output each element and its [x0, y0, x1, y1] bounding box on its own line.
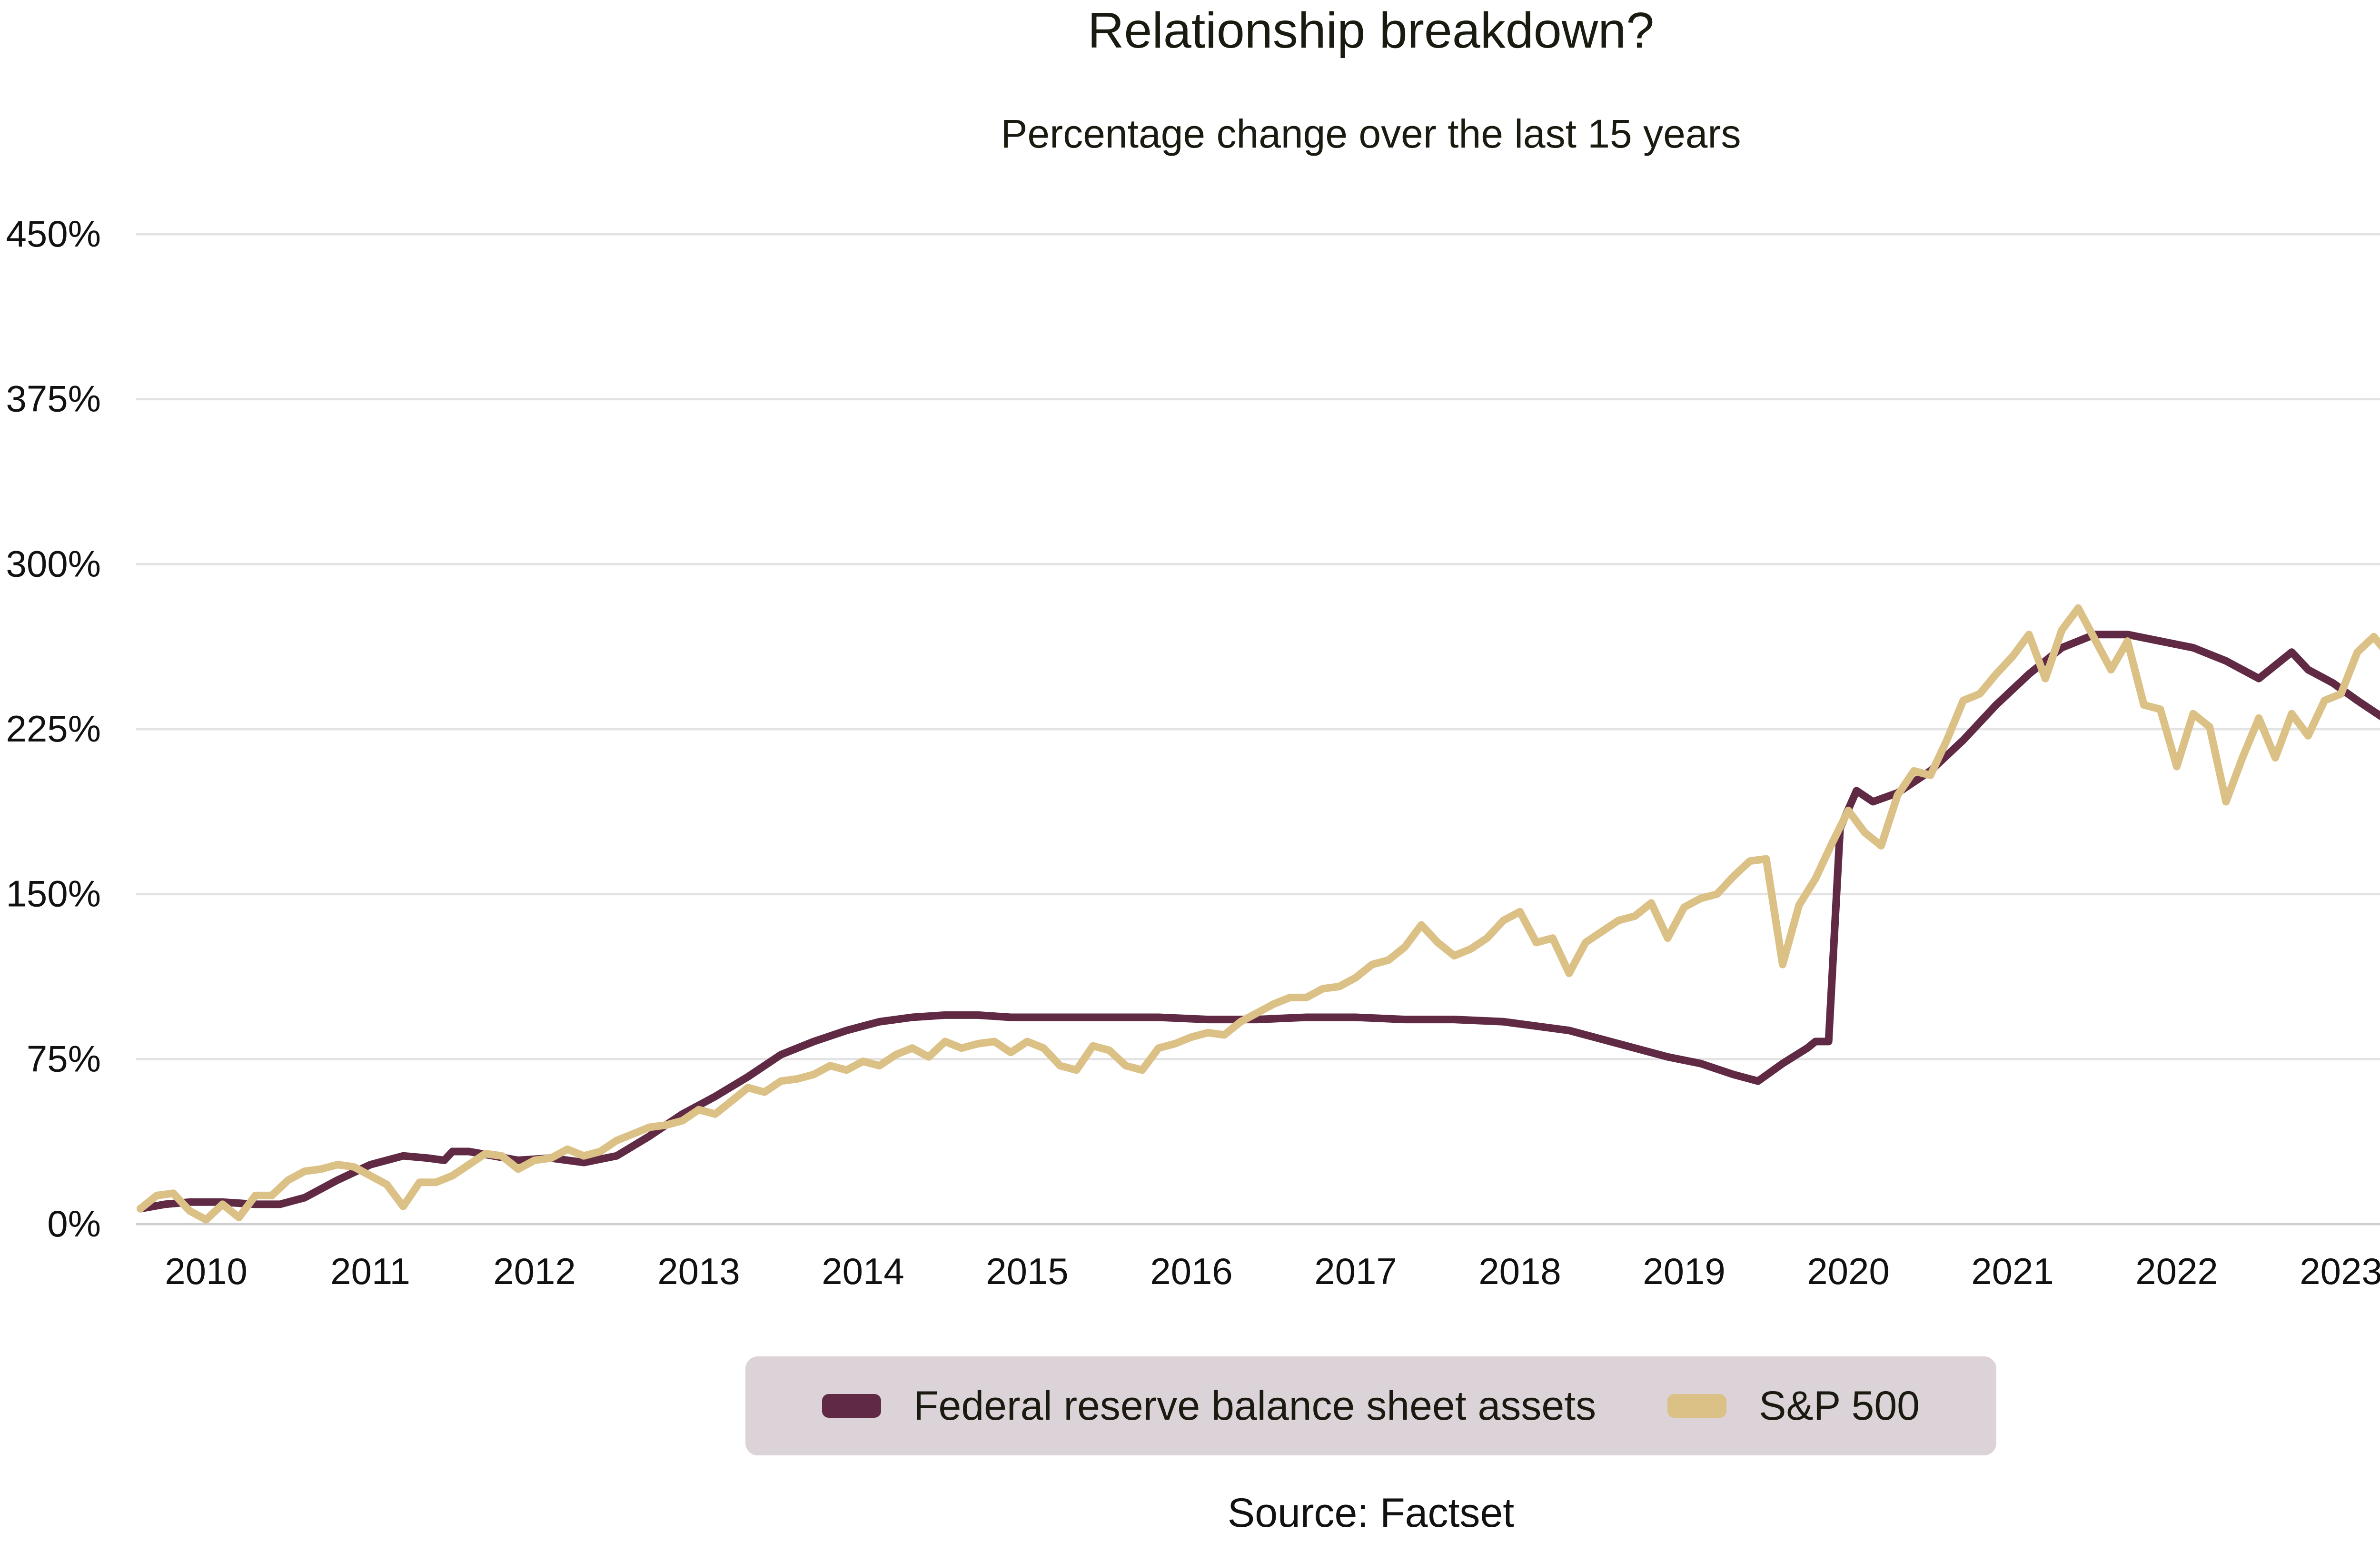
series-lines: [137, 604, 2380, 1224]
source-note: Source: Factset: [1227, 1490, 1515, 1536]
x-axis: 2010 2011 2012 2013 2014 2015 2016 2017 2018 2019…: [165, 1250, 2380, 1292]
legend-label-fed: Federal reserve balance sheet assets: [913, 1383, 1597, 1429]
y-tick-label: 0%: [47, 1203, 101, 1245]
legend-swatch-fed: [822, 1394, 881, 1418]
x-tick-label: 2022: [2135, 1250, 2218, 1292]
series-line-fed-balance-sheet: [137, 631, 2380, 1213]
legend: Federal reserve balance sheet assets S&P…: [745, 1356, 1996, 1455]
x-tick-label: 2016: [1150, 1250, 1233, 1292]
chart-subtitle: Percentage change over the last 15 years: [1001, 111, 1741, 156]
x-tick-label: 2019: [1643, 1250, 1726, 1292]
y-tick-label: 300%: [6, 543, 101, 584]
x-tick-label: 2018: [1478, 1250, 1561, 1292]
chart-title: Relationship breakdown?: [1088, 2, 1654, 59]
y-tick-label: 225%: [6, 708, 101, 750]
x-tick-label: 2020: [1807, 1250, 1890, 1292]
x-tick-label: 2021: [1971, 1250, 2054, 1292]
legend-swatch-sp500: [1667, 1394, 1727, 1418]
y-tick-label: 450%: [6, 213, 101, 255]
gridlines: [136, 233, 2380, 1226]
x-tick-label: 2011: [330, 1250, 410, 1292]
x-tick-label: 2017: [1314, 1250, 1397, 1292]
legend-item-fed[interactable]: Federal reserve balance sheet assets: [822, 1383, 1596, 1430]
y-tick-label: 75%: [27, 1038, 101, 1079]
x-tick-label: 2012: [493, 1250, 576, 1292]
y-axis: 0% 75% 150% 225% 300% 375% 450%: [6, 213, 101, 1245]
x-tick-label: 2023: [2300, 1250, 2380, 1292]
x-tick-label: 2013: [657, 1250, 740, 1292]
legend-item-sp500[interactable]: S&P 500: [1667, 1383, 1920, 1430]
x-tick-label: 2014: [822, 1250, 904, 1292]
x-tick-label: 2015: [986, 1250, 1069, 1292]
x-tick-label: 2010: [165, 1250, 248, 1292]
y-tick-label: 375%: [6, 378, 101, 420]
series-line-sp500: [137, 604, 2380, 1224]
legend-label-sp500: S&P 500: [1759, 1383, 1920, 1429]
y-tick-label: 150%: [6, 873, 101, 915]
